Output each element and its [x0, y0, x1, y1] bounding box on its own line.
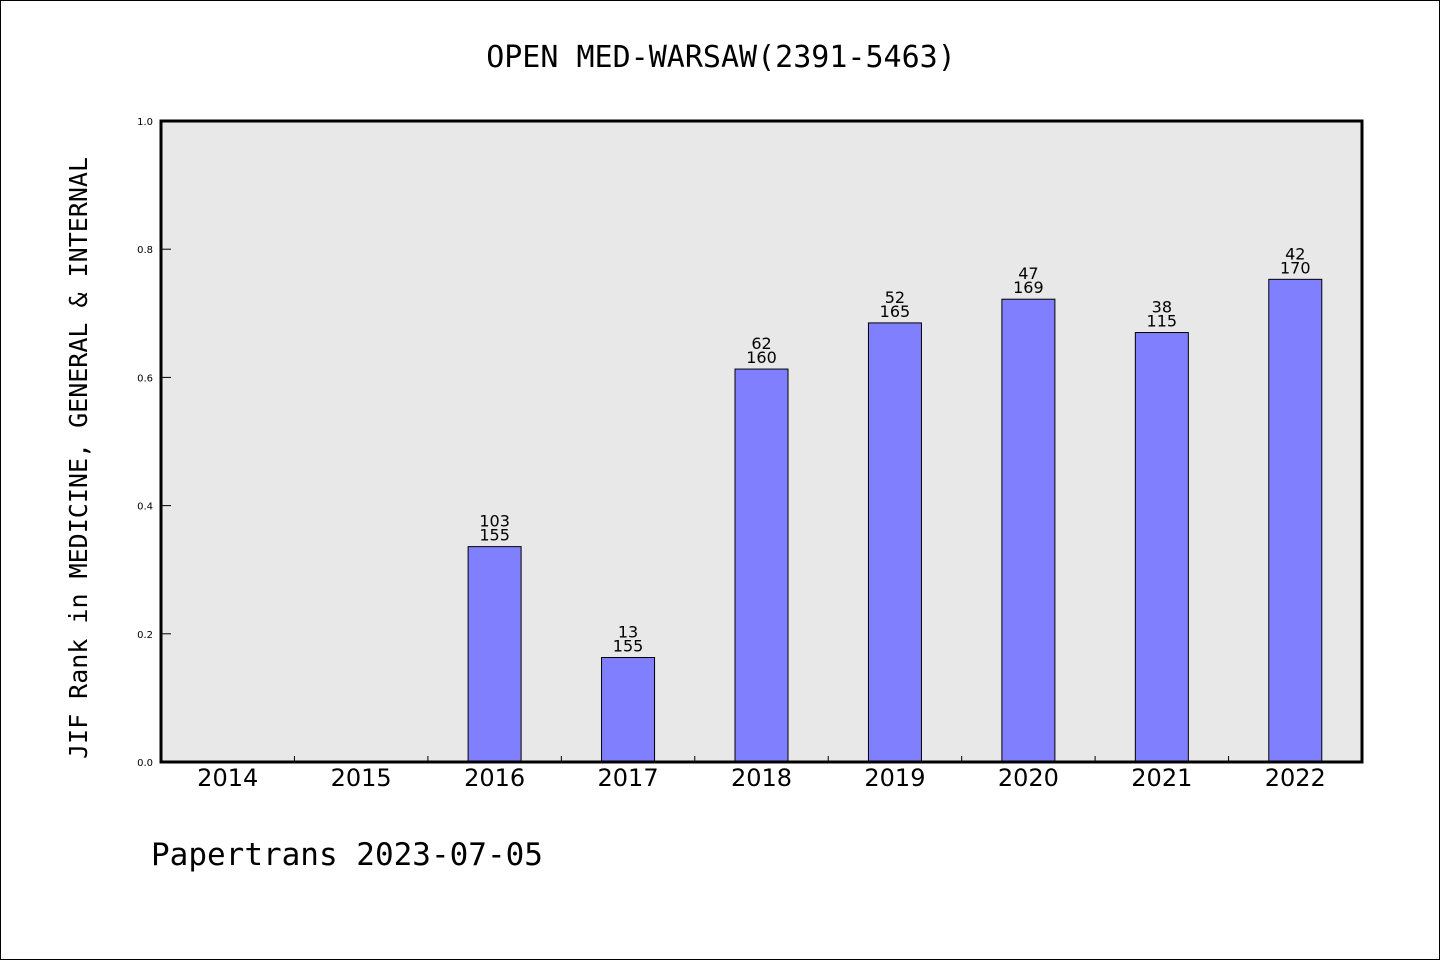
- x-tick-label: 2017: [598, 764, 659, 792]
- bar-rank-label: 42: [1285, 244, 1305, 263]
- x-tick-label: 2014: [197, 764, 258, 792]
- y-tick-label: 1.0: [137, 117, 153, 128]
- chart-title: OPEN MED-WARSAW(2391-5463): [486, 40, 956, 75]
- x-tick-label: 2020: [998, 764, 1059, 792]
- x-tick-label: 2022: [1265, 764, 1326, 792]
- bar-2016: [467, 546, 522, 763]
- footer-credit: Papertrans 2023-07-05: [151, 837, 543, 873]
- x-tick-label: 2019: [864, 764, 925, 792]
- bar-total-label: 165: [880, 302, 911, 321]
- bar-total-label: 170: [1280, 258, 1311, 277]
- x-tick-label: 2016: [464, 764, 525, 792]
- x-tick-label: 2021: [1131, 764, 1192, 792]
- bar-rank-label: 13: [618, 623, 638, 642]
- bar-2018: [734, 368, 789, 763]
- y-tick-label: 0.4: [137, 502, 153, 513]
- plot-border: [159, 119, 1364, 764]
- bar-total-label: 169: [1013, 278, 1044, 297]
- bar-2022: [1268, 278, 1323, 763]
- bar-2017: [601, 657, 656, 763]
- bar-total-label: 155: [613, 637, 644, 656]
- bars-layer: [467, 278, 1323, 763]
- y-tick-label: 0.0: [137, 758, 153, 769]
- y-tick-label: 0.6: [137, 373, 153, 384]
- x-axis: 2014 2015 2016 2017 2018 2019 2020 2021 2022: [197, 756, 1326, 792]
- bar-2020: [1001, 298, 1056, 763]
- bar-2019: [867, 322, 922, 763]
- bar-rank-label: 62: [751, 334, 771, 353]
- bar-rank-label: 52: [885, 288, 905, 307]
- y-tick-label: 0.2: [137, 630, 153, 641]
- bar-total-label: 160: [746, 348, 777, 367]
- bar-2021: [1134, 332, 1189, 763]
- bar-rank-label: 103: [479, 512, 510, 531]
- x-tick-label: 2015: [331, 764, 392, 792]
- bar-rank-label: 38: [1152, 298, 1172, 317]
- bar-total-label: 115: [1147, 312, 1178, 331]
- bar-rank-label: 47: [1018, 264, 1038, 283]
- y-tick-label: 0.8: [137, 245, 153, 256]
- bar-total-label: 155: [479, 526, 510, 545]
- y-axis-label: JIF Rank in MEDICINE, GENERAL & INTERNAL: [64, 157, 93, 759]
- x-tick-label: 2018: [731, 764, 792, 792]
